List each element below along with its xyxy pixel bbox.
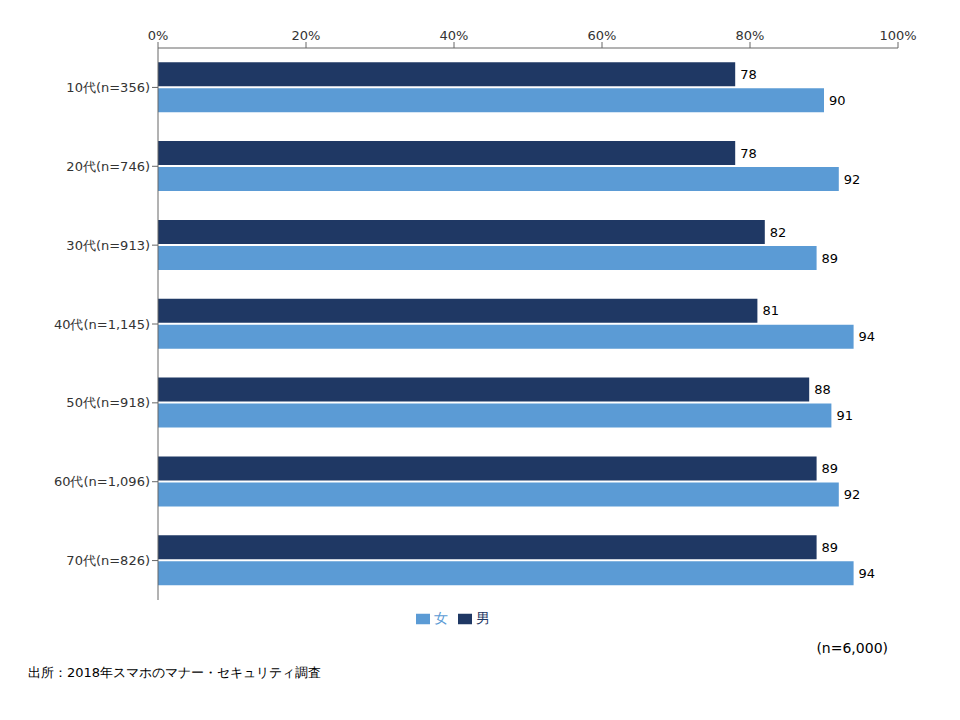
svg-text:89: 89 bbox=[822, 540, 839, 555]
svg-text:89: 89 bbox=[822, 461, 839, 476]
svg-text:90: 90 bbox=[829, 93, 846, 108]
svg-text:91: 91 bbox=[836, 408, 853, 423]
svg-text:70代(n=826): 70代(n=826) bbox=[66, 553, 150, 568]
svg-text:100%: 100% bbox=[879, 28, 916, 43]
svg-text:92: 92 bbox=[844, 487, 861, 502]
svg-text:40代(n=1,145): 40代(n=1,145) bbox=[54, 317, 150, 332]
svg-text:50代(n=918): 50代(n=918) bbox=[66, 395, 150, 410]
svg-text:20代(n=746): 20代(n=746) bbox=[66, 159, 150, 174]
svg-text:94: 94 bbox=[859, 329, 876, 344]
svg-text:82: 82 bbox=[770, 225, 787, 240]
svg-text:88: 88 bbox=[814, 382, 831, 397]
svg-text:94: 94 bbox=[859, 566, 876, 581]
svg-text:80%: 80% bbox=[736, 28, 765, 43]
svg-text:40%: 40% bbox=[440, 28, 469, 43]
svg-text:0%: 0% bbox=[148, 28, 169, 43]
svg-text:30代(n=913): 30代(n=913) bbox=[66, 238, 150, 253]
svg-text:20%: 20% bbox=[292, 28, 321, 43]
svg-text:89: 89 bbox=[822, 251, 839, 266]
html-text:出所：2018年スマホのマナー・セキュリティ調査: 出所：2018年スマホのマナー・セキュリティ調査 bbox=[28, 665, 322, 680]
html-text:女: 女 bbox=[434, 610, 448, 626]
svg-text:78: 78 bbox=[740, 146, 757, 161]
svg-text:10代(n=356): 10代(n=356) bbox=[66, 80, 150, 95]
svg-text:60%: 60% bbox=[588, 28, 617, 43]
html-text:(n=6,000): (n=6,000) bbox=[816, 640, 888, 656]
svg-text:92: 92 bbox=[844, 172, 861, 187]
html-text:男: 男 bbox=[476, 610, 490, 626]
svg-text:60代(n=1,096): 60代(n=1,096) bbox=[54, 474, 150, 489]
svg-text:78: 78 bbox=[740, 67, 757, 82]
svg-text:81: 81 bbox=[762, 303, 779, 318]
